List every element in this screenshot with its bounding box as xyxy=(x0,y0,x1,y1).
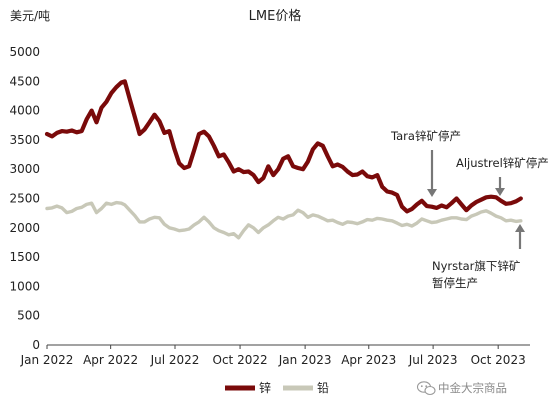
wechat-icon xyxy=(416,381,436,396)
series-layer xyxy=(44,79,523,240)
series-line-1 xyxy=(45,200,523,240)
annotation-arrow-head xyxy=(495,188,505,196)
watermark-text: 中金大宗商品 xyxy=(438,381,507,395)
x-tick-label: Jan 2023 xyxy=(278,353,332,367)
x-tick-label: Apr 2023 xyxy=(341,353,396,367)
annotation-label: Tara锌矿停产 xyxy=(390,129,461,143)
annotation-arrow-head xyxy=(515,224,525,232)
x-tick-label: Jul 2022 xyxy=(150,353,200,367)
legend: 锌铅 xyxy=(225,381,329,395)
legend-label-0: 锌 xyxy=(259,381,271,395)
y-tick-label: 4500 xyxy=(9,74,40,88)
y-tick-label: 4000 xyxy=(9,104,40,118)
y-tick-label: 2500 xyxy=(9,192,40,206)
annotation-arrow-head xyxy=(427,189,437,197)
annotation-label: Aljustrel锌矿停产 xyxy=(456,156,549,170)
y-tick-label: 5000 xyxy=(9,45,40,59)
series-line-0 xyxy=(44,79,523,214)
chart-title: LME价格 xyxy=(249,8,302,24)
legend-label-1: 铅 xyxy=(317,381,329,395)
y-tick-label: 500 xyxy=(17,309,40,323)
y-tick-label: 0 xyxy=(32,338,40,352)
x-tick-label: Apr 2022 xyxy=(83,353,138,367)
annotation-label: 暂停生产 xyxy=(432,276,478,290)
y-tick-label: 2000 xyxy=(9,221,40,235)
y-tick-label: 3500 xyxy=(9,133,40,147)
x-tick-label: Oct 2023 xyxy=(471,353,526,367)
y-tick-label: 3000 xyxy=(9,162,40,176)
watermark: 中金大宗商品 xyxy=(416,381,507,396)
y-axis-label: 美元/吨 xyxy=(10,9,50,23)
y-axis-ticks: 0 500 1000 1500 2000 2500 3000 3500 4000 4500 5000 xyxy=(9,45,40,352)
y-tick-label: 1000 xyxy=(9,279,40,293)
x-tick-label: Oct 2022 xyxy=(213,353,268,367)
x-tick-label: Jul 2023 xyxy=(408,353,458,367)
annotation-label: Nyrstar旗下锌矿 xyxy=(432,259,520,273)
y-tick-label: 1500 xyxy=(9,250,40,264)
x-tick-label: Jan 2022 xyxy=(20,353,74,367)
x-axis-ticks: Jan 2022 Apr 2022 Jul 2022 Oct 2022 Jan 2023… xyxy=(20,345,526,367)
